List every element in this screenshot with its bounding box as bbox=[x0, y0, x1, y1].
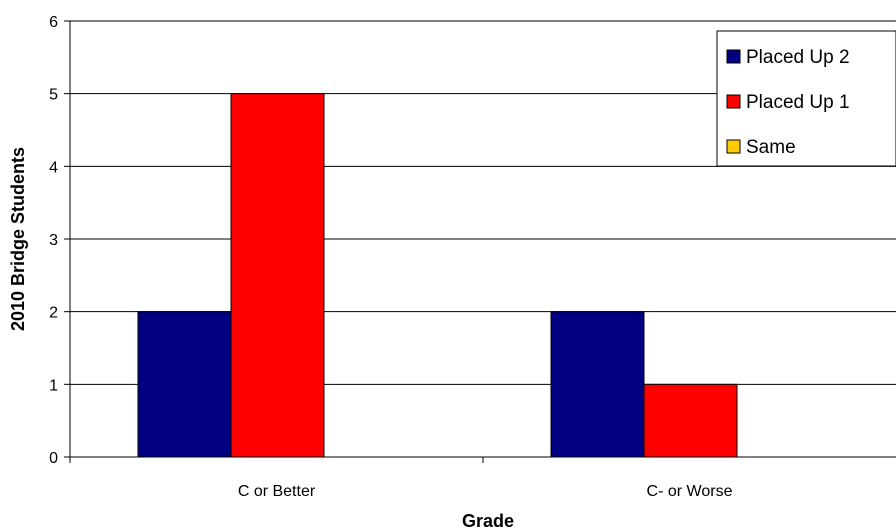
bar bbox=[643, 383, 738, 458]
legend-swatch bbox=[726, 49, 741, 64]
legend-label: Placed Up 2 bbox=[746, 47, 850, 68]
y-tick-label: 5 bbox=[49, 87, 58, 104]
x-ticks: C or Better C- or Worse bbox=[69, 457, 733, 500]
bar bbox=[137, 311, 232, 458]
legend: Placed Up 2 Placed Up 1 Same bbox=[716, 30, 896, 167]
x-tick-label: C- or Worse bbox=[647, 483, 733, 500]
y-tick-label: 2 bbox=[49, 305, 58, 322]
bar bbox=[550, 311, 645, 458]
y-tick-label: 0 bbox=[49, 450, 58, 467]
y-tick-label: 1 bbox=[49, 377, 58, 394]
legend-box bbox=[716, 30, 896, 167]
y-tick-label: 4 bbox=[49, 159, 58, 176]
y-tick-label: 3 bbox=[49, 232, 58, 249]
legend-swatch bbox=[726, 94, 741, 109]
legend-label: Placed Up 1 bbox=[746, 92, 850, 113]
x-axis-title: Grade bbox=[462, 511, 514, 531]
bar bbox=[230, 93, 325, 458]
legend-swatch bbox=[726, 139, 741, 154]
y-tick-label: 6 bbox=[49, 14, 58, 31]
y-axis-title: 2010 Bridge Students bbox=[8, 147, 28, 331]
x-tick-label: C or Better bbox=[238, 483, 316, 500]
y-ticks: 0 1 2 3 4 5 6 bbox=[49, 14, 70, 467]
bars bbox=[137, 93, 738, 458]
legend-label: Same bbox=[746, 137, 796, 158]
